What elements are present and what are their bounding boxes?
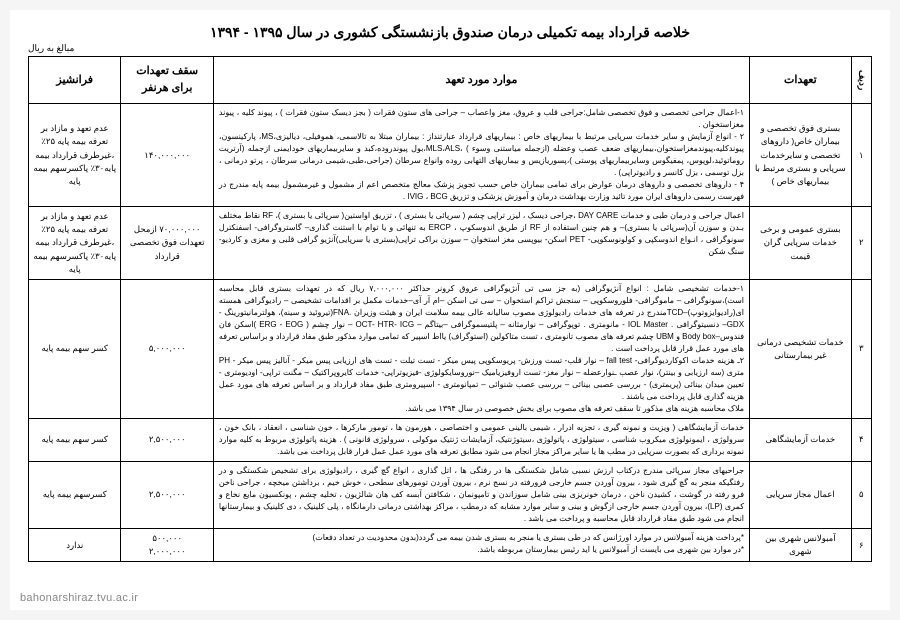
row-description: *پرداخت هزینه آمبولانس در موارد اورژانس … [213,528,749,561]
row-commitment: خدمات آزمایشگاهی [750,418,852,461]
page-title: خلاصه قرارداد بیمه تکمیلی درمان صندوق با… [28,24,872,41]
row-franchise: عدم تعهد و مازاد بر تعرفه بیمه پایه ۲۵٪ … [29,207,121,280]
row-description: ۱-خدمات تشخیصی شامل : انواع آنژیوگرافی (… [213,279,749,418]
col-index: ردیف [851,57,871,104]
row-cap: ۱۴۰,۰۰۰,۰۰۰ [121,104,213,207]
row-description: خدمات آزمایشگاهی ( ویزیت و نمونه گیری ، … [213,418,749,461]
col-commitments: تعهدات [750,57,852,104]
col-franchise: فرانشیز [29,57,121,104]
col-items: موارد مورد تعهد [213,57,749,104]
table-row: ۵اعمال مجاز سرپاییجراحیهای مجاز سرپائی م… [29,461,872,528]
row-franchise: کسر سهم بیمه پایه [29,418,121,461]
document-page: خلاصه قرارداد بیمه تکمیلی درمان صندوق با… [10,10,890,610]
row-commitment: اعمال مجاز سرپایی [750,461,852,528]
row-index: ۶ [851,528,871,561]
row-description: ۱-اعمال جراحی تخصصی و فوق تخصصی شامل:جرا… [213,104,749,207]
row-commitment: خدمات تشخیصی درمانی غیر بیمارستانی [750,279,852,418]
table-row: ۱بستری فوق تخصصی و بیماران خاص( داروهای … [29,104,872,207]
row-description: اعمال جراحی و درمان طبی و خدمات DAY CARE… [213,207,749,280]
table-row: ۴خدمات آزمایشگاهیخدمات آزمایشگاهی ( ویزی… [29,418,872,461]
table-header-row: ردیف تعهدات موارد مورد تعهد سقف تعهدات ب… [29,57,872,104]
row-commitment: آمبولانس شهری بین شهری [750,528,852,561]
row-cap: ۲,۵۰۰,۰۰۰ [121,418,213,461]
row-commitment: بستری فوق تخصصی و بیماران خاص( داروهای ت… [750,104,852,207]
row-commitment: بستری عمومی و برخی خدمات سرپایی گران قیم… [750,207,852,280]
row-cap: ۵۰۰,۰۰۰ ۲,۰۰۰,۰۰۰ [121,528,213,561]
row-cap: ۵,۰۰۰,۰۰۰ [121,279,213,418]
row-index: ۲ [851,207,871,280]
row-index: ۱ [851,104,871,207]
currency-note: مبالغ به ریال [28,43,872,54]
row-index: ۴ [851,418,871,461]
table-row: ۳خدمات تشخیصی درمانی غیر بیمارستانی۱-خدم… [29,279,872,418]
row-index: ۳ [851,279,871,418]
row-franchise: ندارد [29,528,121,561]
row-index: ۵ [851,461,871,528]
insurance-table: ردیف تعهدات موارد مورد تعهد سقف تعهدات ب… [28,56,872,562]
row-franchise: عدم تعهد و مازاد بر تعرفه بیمه پایه ۲۵٪ … [29,104,121,207]
row-franchise: کسرسهم بیمه پایه [29,461,121,528]
table-row: ۲بستری عمومی و برخی خدمات سرپایی گران قی… [29,207,872,280]
row-franchise: کسر سهم بیمه پایه [29,279,121,418]
table-row: ۶آمبولانس شهری بین شهری*پرداخت هزینه آمب… [29,528,872,561]
col-cap: سقف تعهدات برای هرنفر [121,57,213,104]
watermark: bahonarshiraz.tvu.ac.ir [20,592,138,604]
row-cap: ۷۰,۰۰۰,۰۰۰ ازمحل تعهدات فوق تخصصی قراردا… [121,207,213,280]
row-cap: ۲,۵۰۰,۰۰۰ [121,461,213,528]
row-description: جراحیهای مجاز سرپائی مندرج درکتاب ارزش ن… [213,461,749,528]
